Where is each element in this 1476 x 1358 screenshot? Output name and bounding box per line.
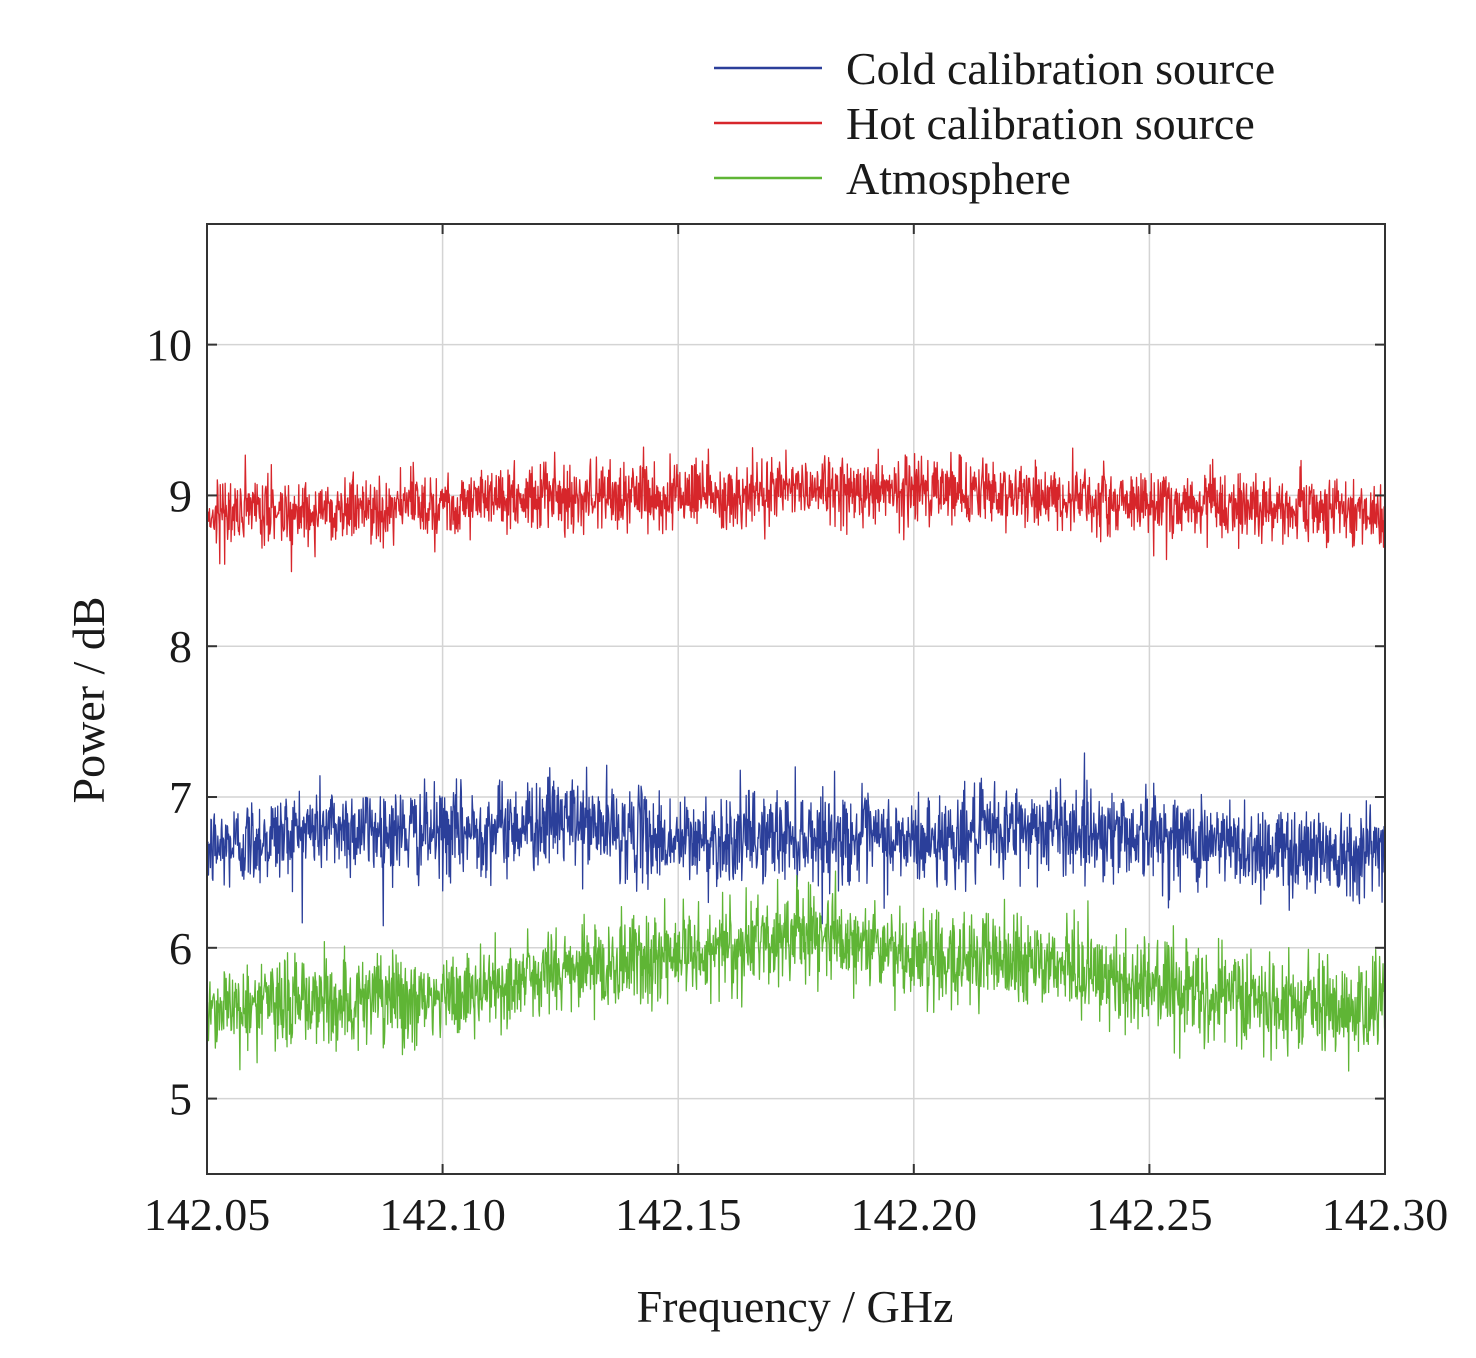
- y-tick-label: 9: [169, 470, 192, 521]
- x-tick-label: 142.10: [379, 1189, 506, 1240]
- x-tick-label: 142.30: [1322, 1189, 1449, 1240]
- series-line-atmosphere: [206, 870, 1386, 1072]
- series-line-hot-calibration-source: [206, 446, 1386, 573]
- y-tick-label: 7: [169, 772, 192, 823]
- y-axis-title: Power / dB: [63, 597, 114, 804]
- y-tick-label: 8: [169, 621, 192, 672]
- x-axis-title: Frequency / GHz: [637, 1281, 954, 1332]
- x-tick-labels: 142.05 142.10 142.15 142.20 142.25 142.30: [144, 1189, 1449, 1240]
- ticks: [206, 224, 1386, 1174]
- y-tick-label: 10: [146, 320, 192, 371]
- series-layer: [206, 446, 1386, 1072]
- x-tick-label: 142.25: [1086, 1189, 1213, 1240]
- series-line-cold-calibration-source: [206, 752, 1386, 927]
- legend-label: Hot calibration source: [846, 98, 1255, 149]
- y-tick-label: 6: [169, 923, 192, 974]
- y-tick-label: 5: [169, 1074, 192, 1125]
- x-tick-label: 142.05: [144, 1189, 271, 1240]
- legend-label: Cold calibration source: [846, 43, 1275, 94]
- legend-label: Atmosphere: [846, 153, 1071, 204]
- x-tick-label: 142.20: [851, 1189, 978, 1240]
- plot-frame: [206, 223, 1386, 1175]
- y-tick-labels: 5 6 7 8 9 10: [146, 320, 192, 1125]
- x-tick-label: 142.15: [615, 1189, 742, 1240]
